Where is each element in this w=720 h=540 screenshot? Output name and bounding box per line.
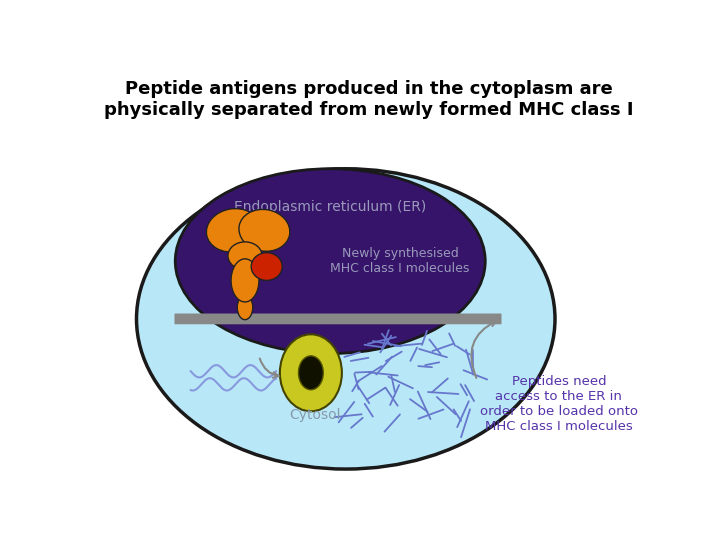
Ellipse shape [251,253,282,280]
Text: Peptide antigens produced in the cytoplasm are
physically separated from newly f: Peptide antigens produced in the cytopla… [104,80,634,119]
Ellipse shape [239,210,290,251]
Ellipse shape [280,334,342,411]
Ellipse shape [228,242,262,269]
Ellipse shape [299,356,323,390]
Text: Newly synthesised
MHC class I molecules: Newly synthesised MHC class I molecules [330,247,469,275]
FancyBboxPatch shape [174,314,502,325]
Ellipse shape [238,295,253,320]
Text: Cytosol: Cytosol [289,408,341,422]
Ellipse shape [231,259,259,302]
Text: Endoplasmic reticulum (ER): Endoplasmic reticulum (ER) [234,200,426,214]
Ellipse shape [175,168,485,354]
Ellipse shape [207,208,261,252]
Ellipse shape [137,168,555,469]
Text: Peptides need
access to the ER in
order to be loaded onto
MHC class I molecules: Peptides need access to the ER in order … [480,375,638,433]
